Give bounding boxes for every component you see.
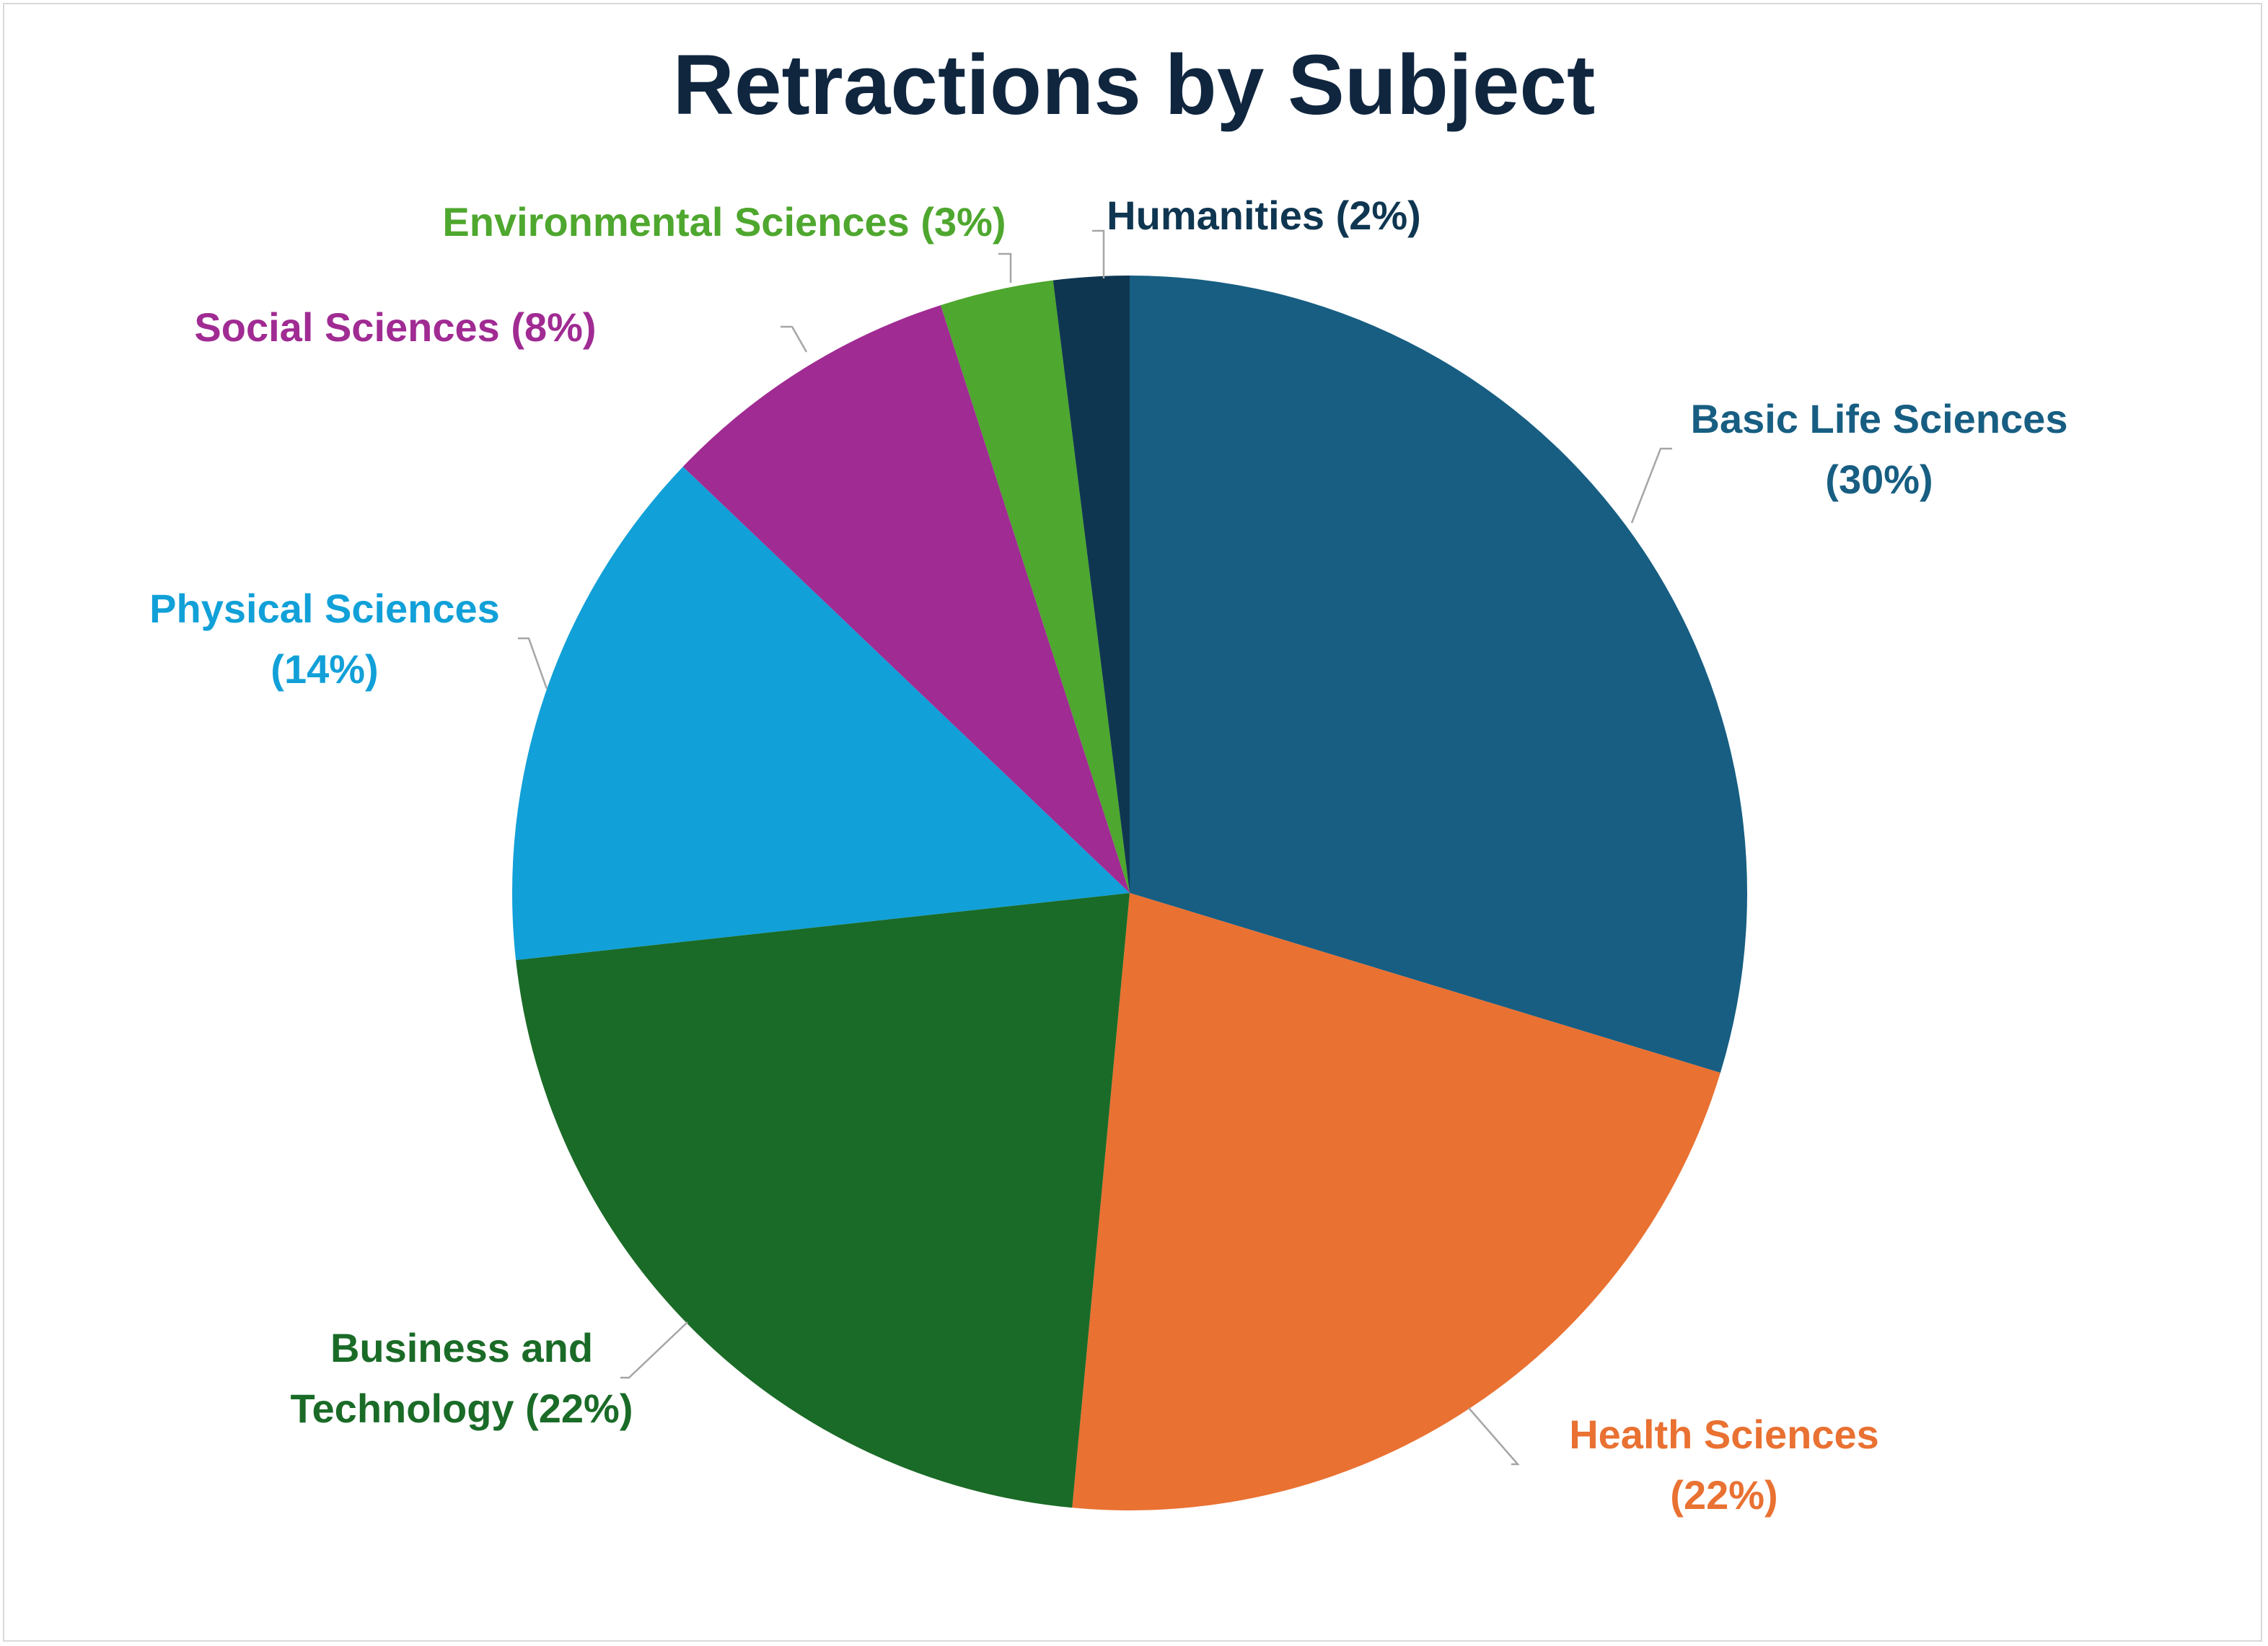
slice-health-sciences xyxy=(1072,893,1720,1510)
chart-title: Retractions by Subject xyxy=(673,38,1596,133)
slice-label-line: Basic Life Sciences xyxy=(1691,396,2068,441)
slice-label-line: Humanities (2%) xyxy=(1107,193,1421,238)
slice-humanities xyxy=(1052,276,1130,893)
pie-slices xyxy=(512,276,1747,1510)
slice-social-sciences xyxy=(682,305,1130,893)
slice-label-social-sciences: Social Sciences (8%) xyxy=(194,304,596,350)
slice-label-line: Technology (22%) xyxy=(290,1386,633,1431)
slice-labels: Basic Life Sciences (30%) Health Sciences (… xyxy=(149,193,2067,1518)
slice-label-line: Environmental Sciences (3%) xyxy=(442,199,1006,245)
slice-label-physical-sciences: Physical Sciences (14%) xyxy=(149,586,500,692)
slice-label-line: (22%) xyxy=(1670,1472,1777,1518)
slice-label-business-and-technology: Business and Technology (22%) xyxy=(290,1325,633,1431)
slice-label-health-sciences: Health Sciences (22%) xyxy=(1569,1412,1879,1518)
leader-line-health-sciences xyxy=(1468,1407,1520,1466)
leader-line-humanities xyxy=(1092,229,1105,278)
leader-line-physical-sciences xyxy=(518,637,548,690)
slice-label-line: (30%) xyxy=(1825,457,1933,502)
leader-line-social-sciences xyxy=(781,325,808,353)
slice-label-environmental-sciences: Environmental Sciences (3%) xyxy=(442,199,1006,245)
slice-label-line: Social Sciences (8%) xyxy=(194,304,596,350)
slice-label-basic-life-sciences: Basic Life Sciences (30%) xyxy=(1691,396,2068,502)
leader-line-business-and-technology xyxy=(620,1321,688,1379)
slice-physical-sciences xyxy=(512,467,1130,961)
slice-label-line: Physical Sciences xyxy=(149,586,500,631)
leader-line-basic-life-sciences xyxy=(1630,447,1672,524)
slice-basic-life-sciences xyxy=(1130,276,1747,1073)
leader-line-environmental-sciences xyxy=(998,252,1012,283)
slice-label-line: (14%) xyxy=(271,646,378,692)
slice-label-line: Business and xyxy=(330,1325,593,1370)
slice-environmental-sciences xyxy=(941,280,1130,893)
slice-label-line: Health Sciences xyxy=(1569,1412,1879,1457)
slice-label-humanities: Humanities (2%) xyxy=(1107,193,1421,238)
slice-business-and-technology xyxy=(516,893,1130,1508)
leader-lines xyxy=(518,229,1672,1466)
